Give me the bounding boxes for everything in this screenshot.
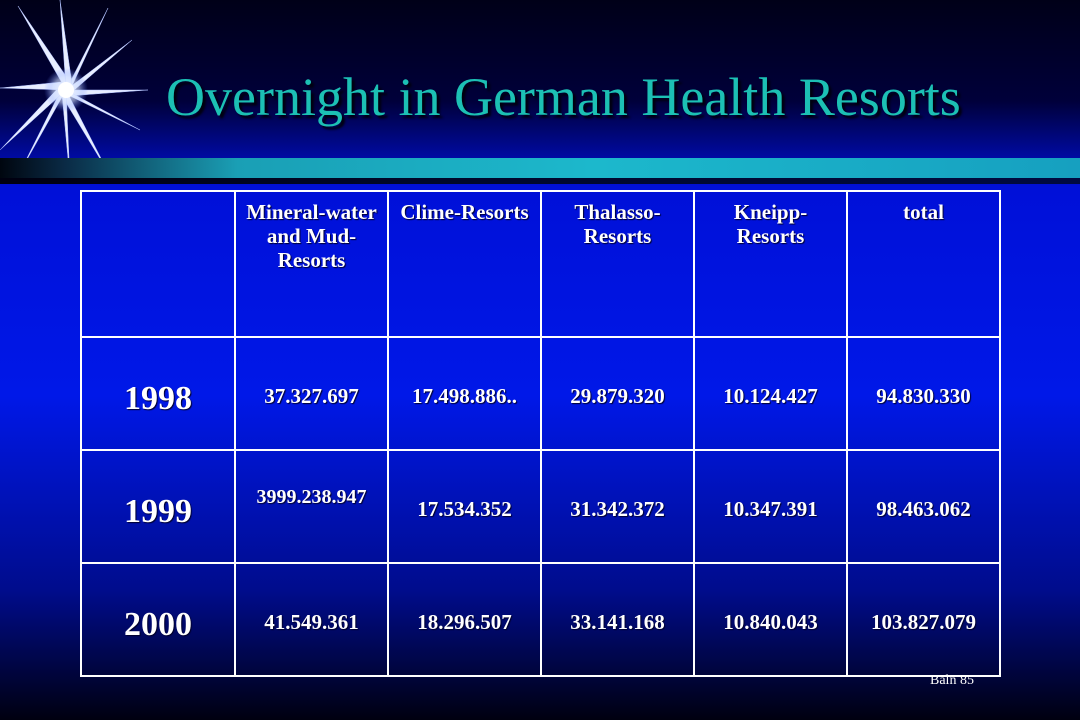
header-corner-cell <box>80 190 236 338</box>
table-row-1999: 1999 3999.238.947 17.534.352 31.342.372 … <box>80 449 1001 564</box>
header-kneipp-resorts: Kneipp-Resorts <box>693 190 848 338</box>
cell-kneipp: 10.347.391 <box>693 449 848 564</box>
cell-thalasso: 31.342.372 <box>540 449 695 564</box>
row-year: 2000 <box>80 562 236 677</box>
slide-footer-note: Baln 85 <box>930 673 974 688</box>
cell-clime: 18.296.507 <box>387 562 542 677</box>
title-underline-bar <box>0 158 1080 178</box>
header-thalasso-resorts: Thalasso-Resorts <box>540 190 695 338</box>
resort-overnights-table: Mineral-water and Mud-Resorts Clime-Reso… <box>80 190 1001 677</box>
cell-clime: 17.498.886.. <box>387 336 542 451</box>
cell-total: 94.830.330 <box>846 336 1001 451</box>
cell-total: 98.463.062 <box>846 449 1001 564</box>
starburst-icon <box>0 0 149 181</box>
cell-total: 103.827.079 <box>846 562 1001 677</box>
header-mineral-water-and-mud-resorts: Mineral-water and Mud-Resorts <box>234 190 389 338</box>
cell-thalasso: 29.879.320 <box>540 336 695 451</box>
header-total: total <box>846 190 1001 338</box>
header-clime-resorts: Clime-Resorts <box>387 190 542 338</box>
cell-thalasso: 33.141.168 <box>540 562 695 677</box>
cell-kneipp: 10.840.043 <box>693 562 848 677</box>
cell-mineral-water: 37.327.697 <box>234 336 389 451</box>
cell-clime: 17.534.352 <box>387 449 542 564</box>
row-year: 1998 <box>80 336 236 451</box>
cell-kneipp: 10.124.427 <box>693 336 848 451</box>
row-year: 1999 <box>80 449 236 564</box>
table-row-1998: 1998 37.327.697 17.498.886.. 29.879.320 … <box>80 336 1001 451</box>
cell-mineral-water: 41.549.361 <box>234 562 389 677</box>
title-underline-shadow <box>0 178 1080 184</box>
cell-mineral-water: 3999.238.947 <box>234 449 389 564</box>
table-header-row: Mineral-water and Mud-Resorts Clime-Reso… <box>80 190 1001 338</box>
table-row-2000: 2000 41.549.361 18.296.507 33.141.168 10… <box>80 562 1001 677</box>
slide-title: Overnight in German Health Resorts <box>166 67 961 127</box>
